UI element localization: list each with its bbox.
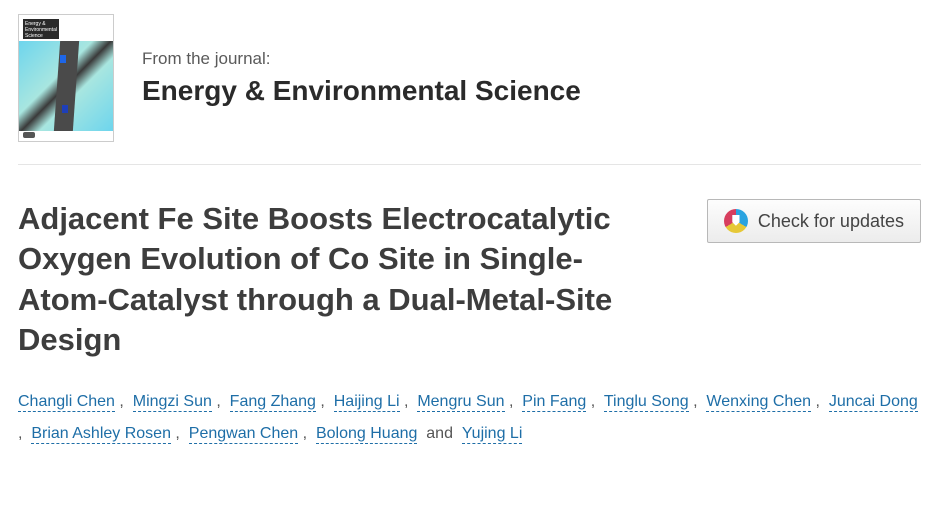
author-link[interactable]: Brian Ashley Rosen <box>31 425 171 444</box>
author-separator: , <box>689 393 707 410</box>
author-link[interactable]: Bolong Huang <box>316 425 417 444</box>
author-link[interactable]: Wenxing Chen <box>706 393 811 412</box>
author-separator: , <box>18 425 31 442</box>
author-link[interactable]: Fang Zhang <box>230 393 316 412</box>
author-separator: , <box>316 393 334 410</box>
author-link[interactable]: Changli Chen <box>18 393 115 412</box>
author-separator: , <box>171 425 189 442</box>
journal-header: Energy & Environmental Science From the … <box>18 14 921 165</box>
article-title-row: Adjacent Fe Site Boosts Electrocatalytic… <box>18 199 921 360</box>
cover-image-car <box>60 55 66 63</box>
journal-info: From the journal: Energy & Environmental… <box>142 49 921 107</box>
author-separator: , <box>811 393 829 410</box>
journal-name[interactable]: Energy & Environmental Science <box>142 75 921 107</box>
author-link[interactable]: Tinglu Song <box>604 393 689 412</box>
author-separator: , <box>212 393 230 410</box>
article-title: Adjacent Fe Site Boosts Electrocatalytic… <box>18 199 618 360</box>
author-link[interactable]: Yujing Li <box>462 425 523 444</box>
check-for-updates-label: Check for updates <box>758 211 904 232</box>
author-link[interactable]: Mengru Sun <box>417 393 504 412</box>
author-separator: and <box>417 425 461 442</box>
author-link[interactable]: Juncai Dong <box>829 393 918 412</box>
journal-cover-thumbnail[interactable]: Energy & Environmental Science <box>18 14 114 142</box>
author-list: Changli Chen , Mingzi Sun , Fang Zhang ,… <box>18 386 918 450</box>
author-separator: , <box>115 393 133 410</box>
author-separator: , <box>505 393 523 410</box>
author-link[interactable]: Pengwan Chen <box>189 425 298 444</box>
cover-publisher-mark <box>23 132 35 138</box>
author-separator: , <box>400 393 418 410</box>
author-link[interactable]: Pin Fang <box>522 393 586 412</box>
from-journal-label: From the journal: <box>142 49 921 69</box>
crossmark-icon <box>724 209 748 233</box>
check-for-updates-button[interactable]: Check for updates <box>707 199 921 243</box>
author-link[interactable]: Haijing Li <box>334 393 400 412</box>
author-separator: , <box>586 393 604 410</box>
author-separator: , <box>298 425 316 442</box>
author-link[interactable]: Mingzi Sun <box>133 393 212 412</box>
cover-image-car <box>62 105 68 113</box>
cover-title-strip: Energy & Environmental Science <box>23 19 59 39</box>
